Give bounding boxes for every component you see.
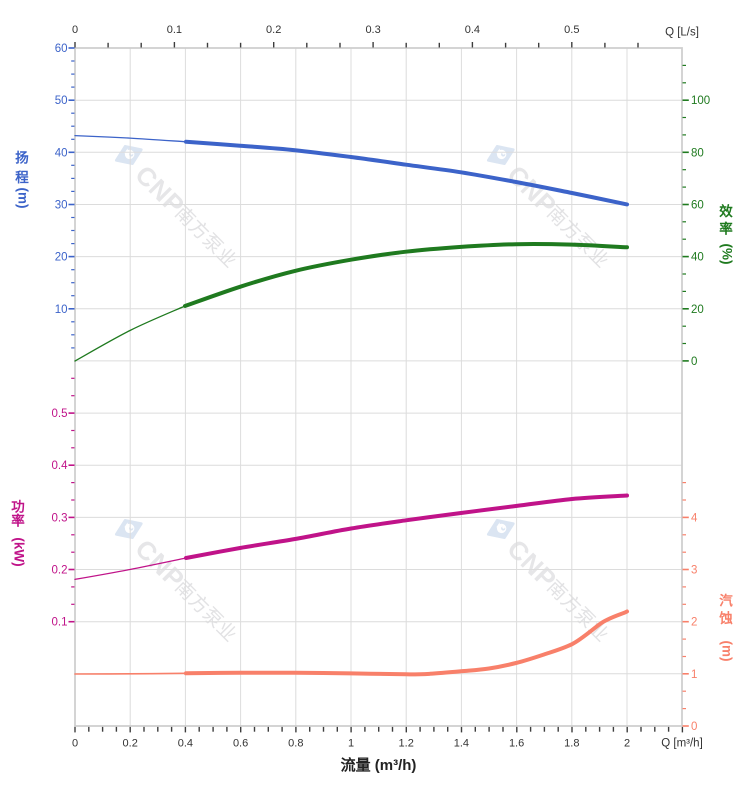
- svg-text:0: 0: [72, 24, 78, 36]
- svg-text:60: 60: [55, 43, 68, 55]
- svg-text:0.1: 0.1: [52, 617, 68, 629]
- svg-text:40: 40: [691, 252, 704, 264]
- svg-text:0: 0: [691, 721, 697, 733]
- svg-text:40: 40: [55, 147, 68, 159]
- svg-text:0.4: 0.4: [465, 24, 480, 36]
- svg-text:0: 0: [72, 738, 78, 750]
- svg-text:蚀: 蚀: [718, 610, 733, 626]
- svg-text:3: 3: [691, 565, 697, 577]
- svg-text:率: 率: [719, 221, 733, 237]
- svg-text:0.5: 0.5: [564, 24, 579, 36]
- svg-text:1.4: 1.4: [454, 738, 469, 750]
- svg-text:汽: 汽: [719, 593, 733, 609]
- svg-text:30: 30: [55, 200, 68, 212]
- svg-text:0.2: 0.2: [266, 24, 281, 36]
- svg-text:0.3: 0.3: [52, 512, 68, 524]
- svg-text:0.5: 0.5: [52, 408, 68, 420]
- svg-text:效: 效: [719, 203, 733, 219]
- svg-text:0.2: 0.2: [123, 738, 138, 750]
- svg-text:Q [L/s]: Q [L/s]: [665, 27, 699, 39]
- svg-text:(%): (%): [720, 244, 735, 265]
- svg-text:60: 60: [691, 200, 704, 212]
- svg-text:(kW): (kW): [12, 537, 27, 566]
- svg-text:0.4: 0.4: [178, 738, 193, 750]
- svg-text:80: 80: [691, 147, 704, 159]
- svg-text:1: 1: [348, 738, 354, 750]
- svg-text:20: 20: [691, 304, 704, 316]
- svg-text:0: 0: [691, 356, 697, 368]
- svg-text:2: 2: [691, 617, 697, 629]
- svg-text:4: 4: [691, 512, 698, 524]
- svg-text:0.3: 0.3: [365, 24, 380, 36]
- svg-text:(m): (m): [16, 188, 31, 209]
- svg-text:1.2: 1.2: [399, 738, 414, 750]
- svg-text:率: 率: [11, 513, 25, 529]
- svg-text:功: 功: [11, 500, 25, 515]
- svg-text:50: 50: [55, 95, 68, 107]
- svg-text:程: 程: [15, 170, 29, 185]
- svg-text:Q [m³/h]: Q [m³/h]: [661, 738, 703, 750]
- svg-text:1.6: 1.6: [509, 738, 524, 750]
- svg-text:2: 2: [624, 738, 630, 750]
- svg-text:10: 10: [55, 304, 68, 316]
- svg-text:0.2: 0.2: [52, 565, 68, 577]
- svg-text:100: 100: [691, 95, 710, 107]
- svg-text:0.4: 0.4: [52, 460, 69, 472]
- svg-text:0.1: 0.1: [167, 24, 182, 36]
- svg-text:扬: 扬: [15, 150, 29, 166]
- svg-text:(m): (m): [720, 641, 735, 662]
- svg-text:20: 20: [55, 252, 68, 264]
- svg-text:1: 1: [691, 669, 697, 681]
- svg-text:0.6: 0.6: [233, 738, 248, 750]
- svg-text:1.8: 1.8: [564, 738, 579, 750]
- svg-text:流量 (m³/h): 流量 (m³/h): [341, 756, 417, 774]
- svg-text:0.8: 0.8: [288, 738, 303, 750]
